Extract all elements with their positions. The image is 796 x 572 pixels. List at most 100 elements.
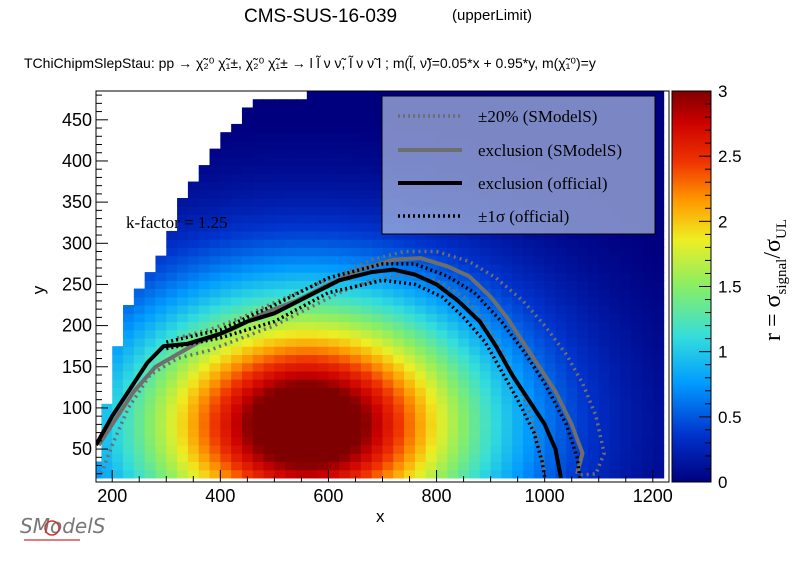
heatmap-cell <box>263 263 275 273</box>
heatmap-cell <box>479 412 492 421</box>
heatmap-cell <box>577 313 589 323</box>
smodels-logo: SModelS <box>20 514 106 541</box>
heatmap-cell <box>512 296 524 306</box>
heatmap-cell <box>393 362 405 372</box>
heatmap-cell <box>263 239 275 248</box>
heatmap-cell <box>371 173 384 183</box>
heatmap-cell <box>231 370 243 380</box>
heatmap-cell <box>339 173 351 183</box>
heatmap-cell <box>631 469 643 479</box>
heatmap-cell <box>490 239 503 248</box>
curve-smodels-exclusion <box>97 256 585 475</box>
heatmap-cell <box>231 132 243 141</box>
heatmap-cell <box>166 436 178 446</box>
heatmap-cell <box>328 387 340 397</box>
heatmap-cell <box>231 305 243 314</box>
heatmap-cell <box>166 272 178 281</box>
heatmap-cell <box>339 354 351 364</box>
heatmap-cell <box>220 239 232 248</box>
heatmap-cell <box>328 247 340 257</box>
heatmap-cell <box>598 436 611 446</box>
heatmap-cell <box>155 313 167 323</box>
heatmap-cell <box>133 288 146 298</box>
heatmap-cell <box>252 280 265 290</box>
heatmap-cell <box>404 313 416 323</box>
heatmap-cell <box>523 461 535 471</box>
heatmap-cell <box>177 321 189 331</box>
heatmap-cell <box>155 296 167 306</box>
heatmap-cell <box>328 156 340 166</box>
heatmap-cell <box>263 461 275 471</box>
heatmap-cell <box>328 230 340 240</box>
heatmap-cell <box>187 362 200 372</box>
heatmap-cell <box>263 436 275 446</box>
heatmap-cell <box>641 305 654 314</box>
heatmap-cell <box>523 91 535 100</box>
heatmap-cell <box>490 461 503 471</box>
heatmap-cell <box>144 461 157 471</box>
heatmap-cell <box>641 420 654 430</box>
heatmap-cell <box>458 346 470 356</box>
heatmap-cell <box>501 444 513 454</box>
heatmap-cell <box>187 255 200 265</box>
x-axis-ticks: 200 400 600 800 1000 1200 <box>97 470 673 506</box>
heatmap-cell <box>241 230 254 240</box>
heatmap-cell <box>328 337 340 347</box>
heatmap-cell <box>166 247 178 257</box>
heatmap-cell <box>414 428 427 438</box>
heatmap-cell <box>317 444 330 454</box>
heatmap-cell <box>414 379 427 388</box>
heatmap-cell <box>544 230 557 240</box>
heatmap-cell <box>274 107 286 117</box>
heatmap-cell <box>306 346 319 356</box>
y-tick-label: 300 <box>62 233 92 253</box>
heatmap-cell <box>350 198 362 207</box>
heatmap-cell <box>274 280 286 290</box>
heatmap-cell <box>155 453 167 463</box>
heatmap-cell <box>252 379 265 388</box>
heatmap-cell <box>458 469 470 479</box>
heatmap-cell <box>220 148 232 158</box>
heatmap-cell <box>263 115 275 125</box>
heatmap-cell <box>652 469 665 479</box>
heatmap-cell <box>220 214 232 224</box>
heatmap-cell <box>436 444 448 454</box>
heatmap-cell <box>523 428 535 438</box>
heatmap-cell <box>285 321 297 331</box>
heatmap-cell <box>263 329 275 339</box>
heatmap-cell <box>631 362 643 372</box>
heatmap-cell <box>641 313 654 323</box>
heatmap-cell <box>587 420 600 430</box>
heatmap-cell <box>631 370 643 380</box>
heatmap-cell <box>123 370 135 380</box>
heatmap-cell <box>306 412 319 421</box>
heatmap-cell <box>523 469 535 479</box>
heatmap-cell <box>339 329 351 339</box>
heatmap-cell <box>350 247 362 257</box>
heatmap-cell <box>566 346 578 356</box>
heatmap-cell <box>652 99 665 109</box>
heatmap-cell <box>209 346 221 356</box>
heatmap-cell <box>620 272 632 281</box>
heatmap-cell <box>252 436 265 446</box>
heatmap-cell <box>393 469 405 479</box>
heatmap-cell <box>371 272 384 281</box>
heatmap-cell <box>544 469 557 479</box>
heatmap-cell <box>652 428 665 438</box>
heatmap-cell <box>328 453 340 463</box>
heatmap-cell <box>404 329 416 339</box>
heatmap-cell <box>501 346 513 356</box>
heatmap-cell <box>598 255 611 265</box>
heatmap-cell <box>371 156 384 166</box>
heatmap-cell <box>296 313 308 323</box>
heatmap-cell <box>144 453 157 463</box>
heatmap-cell <box>479 296 492 306</box>
kfactor-label: k-factor = 1.25 <box>126 213 228 232</box>
heatmap-cell <box>285 313 297 323</box>
heatmap-cell <box>144 420 157 430</box>
heatmap-cell <box>609 444 621 454</box>
heatmap-cell <box>468 444 481 454</box>
heatmap-cell <box>393 428 405 438</box>
heatmap-cell <box>609 296 621 306</box>
heatmap-cell <box>274 453 286 463</box>
